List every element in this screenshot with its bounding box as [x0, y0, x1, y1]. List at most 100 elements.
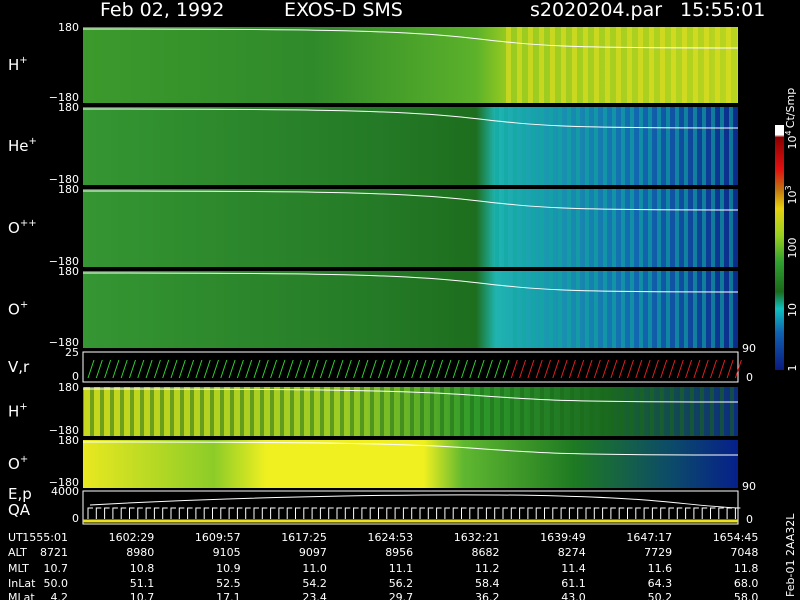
cell: 8274 [558, 546, 586, 559]
trace [120, 359, 128, 379]
trace [635, 507, 641, 519]
cell: 8721 [40, 546, 68, 559]
row-label: MLat [8, 591, 35, 600]
cell: 9105 [213, 546, 241, 559]
trace [253, 359, 261, 379]
trace [112, 359, 120, 379]
cell: 1624:53 [367, 531, 413, 544]
trace [461, 507, 467, 519]
panel-label-sup: + [29, 136, 37, 147]
trace [668, 507, 674, 519]
trace [162, 359, 170, 379]
y2-bottom: 0 [746, 513, 753, 526]
trace [369, 359, 377, 379]
trace [568, 507, 575, 519]
trace [253, 507, 259, 519]
trace [402, 359, 410, 379]
trace [303, 359, 311, 379]
trace [477, 359, 485, 379]
panel-label-text: V,r [8, 358, 30, 376]
panel-label: He+ [8, 136, 37, 155]
trace [568, 359, 576, 379]
trace [643, 507, 650, 519]
trace [668, 359, 676, 379]
cell: 8956 [385, 546, 413, 559]
trace [153, 507, 160, 519]
panel-label: O++ [8, 218, 37, 237]
trace [195, 359, 203, 379]
cell: 11.6 [648, 562, 673, 575]
trace [187, 507, 193, 519]
cell: 58.0 [734, 591, 759, 600]
colorbar-exp: 3 [784, 185, 793, 190]
trace [577, 507, 583, 519]
trace [685, 507, 691, 519]
trace [544, 359, 551, 379]
y-bottom: −180 [49, 173, 79, 186]
cell: 10.8 [130, 562, 155, 575]
cell: 58.4 [475, 577, 500, 590]
trace [311, 359, 319, 379]
cell: 23.4 [302, 591, 327, 600]
trace [552, 507, 558, 519]
trace [494, 507, 500, 519]
y2-top: 90 [742, 480, 756, 493]
trace [394, 507, 401, 519]
trace [378, 359, 385, 379]
cell: 1654:45 [713, 531, 759, 544]
trace [328, 359, 336, 379]
trace [502, 359, 510, 379]
cell: 43.0 [561, 591, 586, 600]
cell: 51.1 [130, 577, 155, 590]
trace [212, 359, 219, 379]
trace [676, 507, 683, 519]
trace [477, 507, 484, 519]
cell: 11.1 [389, 562, 414, 575]
row-label: ALT [8, 546, 27, 559]
trace [610, 507, 616, 519]
trace [87, 507, 93, 519]
trace [593, 507, 600, 519]
trace [444, 507, 450, 519]
trace [411, 359, 419, 379]
cell: 54.2 [302, 577, 327, 590]
cell: 11.2 [475, 562, 500, 575]
trace [386, 507, 392, 519]
trace [129, 359, 136, 379]
cell: 50.0 [44, 577, 69, 590]
trace [353, 507, 359, 519]
y-top: 180 [58, 381, 79, 394]
cell: 10.7 [130, 591, 155, 600]
trace [519, 507, 525, 519]
cell: 9097 [299, 546, 327, 559]
side-note: Feb-01 2AA32L [784, 513, 797, 597]
y-bottom: −180 [49, 336, 79, 349]
colorbar-base: 10 [786, 136, 799, 150]
trace [170, 507, 176, 519]
trace [651, 359, 659, 379]
panel-label: E,p [8, 485, 32, 503]
cell: 1609:57 [195, 531, 241, 544]
trace [353, 359, 361, 379]
trace [461, 359, 468, 379]
trace [485, 507, 492, 519]
panel-label-sup: ++ [20, 218, 37, 229]
trace [710, 359, 717, 379]
colorbar-label: 103 [784, 185, 799, 204]
trace [676, 359, 684, 379]
trace [519, 359, 527, 379]
trace [369, 507, 376, 519]
trace [427, 359, 435, 379]
trace [153, 359, 161, 379]
trace [710, 507, 716, 519]
trace [170, 359, 178, 379]
cell: 10.7 [44, 562, 69, 575]
y-bottom: 0 [72, 370, 79, 383]
trace [726, 359, 734, 379]
trace [527, 507, 533, 519]
trace [643, 359, 651, 379]
trace [336, 507, 342, 519]
colorbar-base: 1 [786, 365, 799, 372]
trace [510, 507, 517, 519]
trace [120, 507, 127, 519]
